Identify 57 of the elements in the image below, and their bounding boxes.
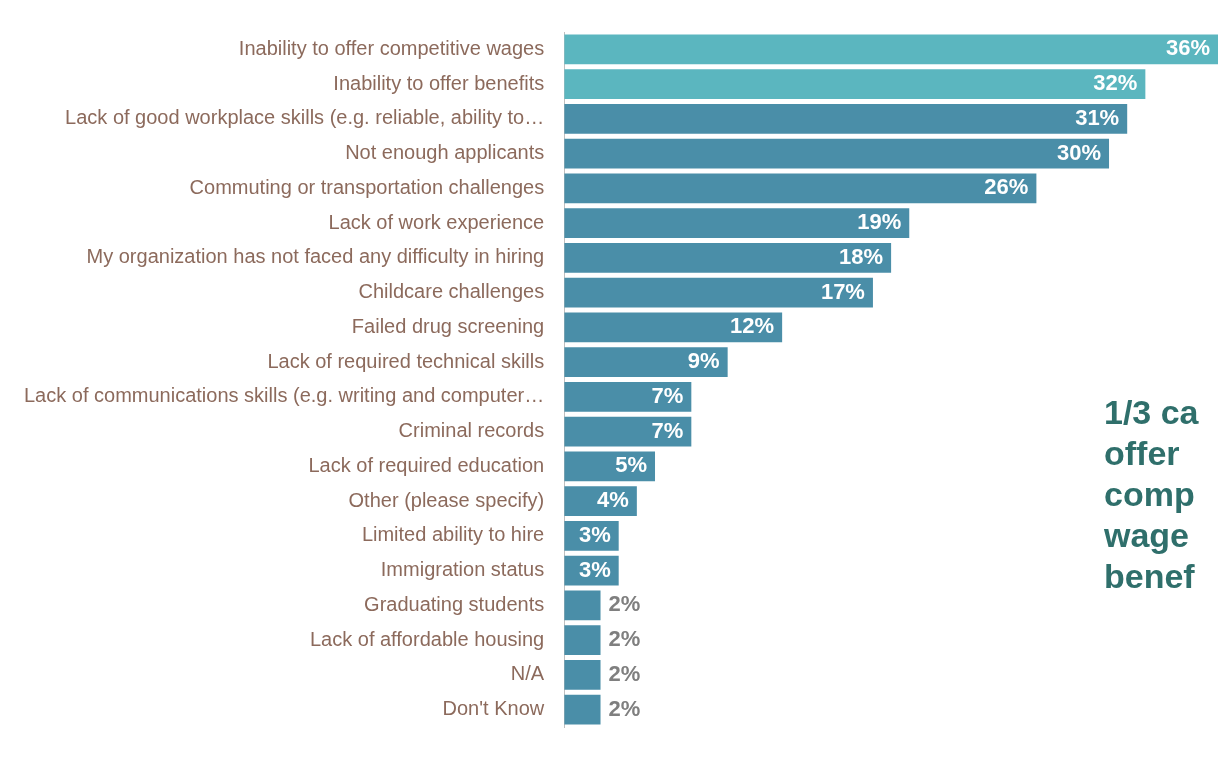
y-tick-label: Graduating students xyxy=(364,592,545,615)
bar xyxy=(564,347,728,378)
data-label: 12% xyxy=(730,313,775,339)
y-tick-label: Limited ability to hire xyxy=(361,523,545,546)
bar xyxy=(564,381,692,412)
data-label: 2% xyxy=(608,626,641,652)
y-tick-label: Commuting or transportation challenges xyxy=(189,175,545,198)
bar xyxy=(564,590,601,621)
bar xyxy=(564,69,1146,100)
y-tick-label: Not enough applicants xyxy=(345,141,545,164)
y-tick-label: Lack of required technical skills xyxy=(267,349,545,372)
data-label: 2% xyxy=(608,695,641,721)
y-tick-label: Inability to offer competitive wages xyxy=(238,36,545,59)
bar xyxy=(564,312,783,343)
bar xyxy=(564,138,1110,169)
data-label: 19% xyxy=(857,209,902,235)
data-label: 26% xyxy=(984,174,1029,200)
data-label: 36% xyxy=(1165,35,1210,61)
y-tick-label: Lack of affordable housing xyxy=(309,627,545,650)
y-tick-label: Lack of required education xyxy=(308,453,545,476)
data-label: 32% xyxy=(1093,70,1138,96)
data-label: 2% xyxy=(608,660,641,686)
y-tick-label: My organization has not faced any difficulty in hiring xyxy=(86,245,545,268)
y-tick-label: Lack of work experience xyxy=(328,210,545,233)
y-tick-label: N/A xyxy=(510,662,545,685)
data-label: 31% xyxy=(1075,104,1120,130)
data-label: 18% xyxy=(839,243,884,269)
bar xyxy=(564,694,601,725)
bar xyxy=(564,103,1128,134)
data-label: 5% xyxy=(615,452,648,478)
y-tick-label: Childcare challenges xyxy=(358,280,545,303)
y-tick-label: Criminal records xyxy=(398,419,545,442)
bar xyxy=(564,625,601,656)
data-label: 9% xyxy=(687,348,720,374)
data-label: 2% xyxy=(608,591,641,617)
bar xyxy=(564,173,1037,204)
y-tick-label: Don't Know xyxy=(442,697,545,720)
data-label: 4% xyxy=(597,487,629,513)
data-label: 7% xyxy=(651,417,684,443)
y-tick-label: Failed drug screening xyxy=(351,314,545,337)
annotation: 1/3 ca offer comp wage benef xyxy=(1104,392,1199,597)
y-tick-label: Immigration status xyxy=(380,558,545,581)
y-tick-label: Lack of communications skills (e.g. writing and computer… xyxy=(23,384,545,407)
bar xyxy=(564,659,601,690)
y-tick-label: Inability to offer benefits xyxy=(333,71,545,94)
data-label: 3% xyxy=(578,521,611,547)
y-tick-label: Other (please specify) xyxy=(348,488,545,511)
bar xyxy=(564,416,692,447)
data-label: 7% xyxy=(651,382,684,408)
bar xyxy=(564,208,910,239)
data-label: 30% xyxy=(1056,139,1102,165)
y-tick-label: Lack of good workplace skills (e.g. reliable, ability to… xyxy=(65,106,545,129)
bar xyxy=(564,34,1218,65)
data-label: 3% xyxy=(578,556,611,582)
data-label: 17% xyxy=(820,278,865,304)
bar xyxy=(564,277,873,308)
bar xyxy=(564,242,892,273)
